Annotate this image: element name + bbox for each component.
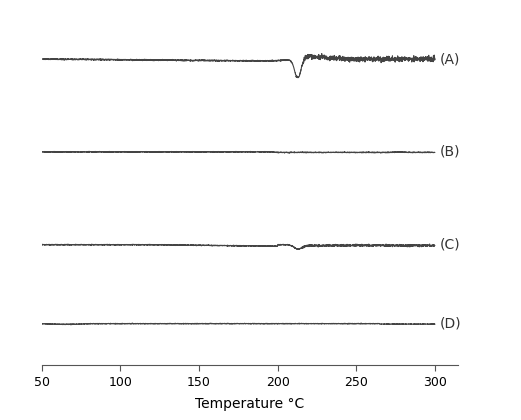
Text: (D): (D) bbox=[440, 317, 461, 331]
Text: (B): (B) bbox=[440, 145, 460, 159]
Text: (C): (C) bbox=[440, 238, 460, 252]
Text: (A): (A) bbox=[440, 52, 460, 66]
X-axis label: Temperature °C: Temperature °C bbox=[195, 397, 305, 411]
